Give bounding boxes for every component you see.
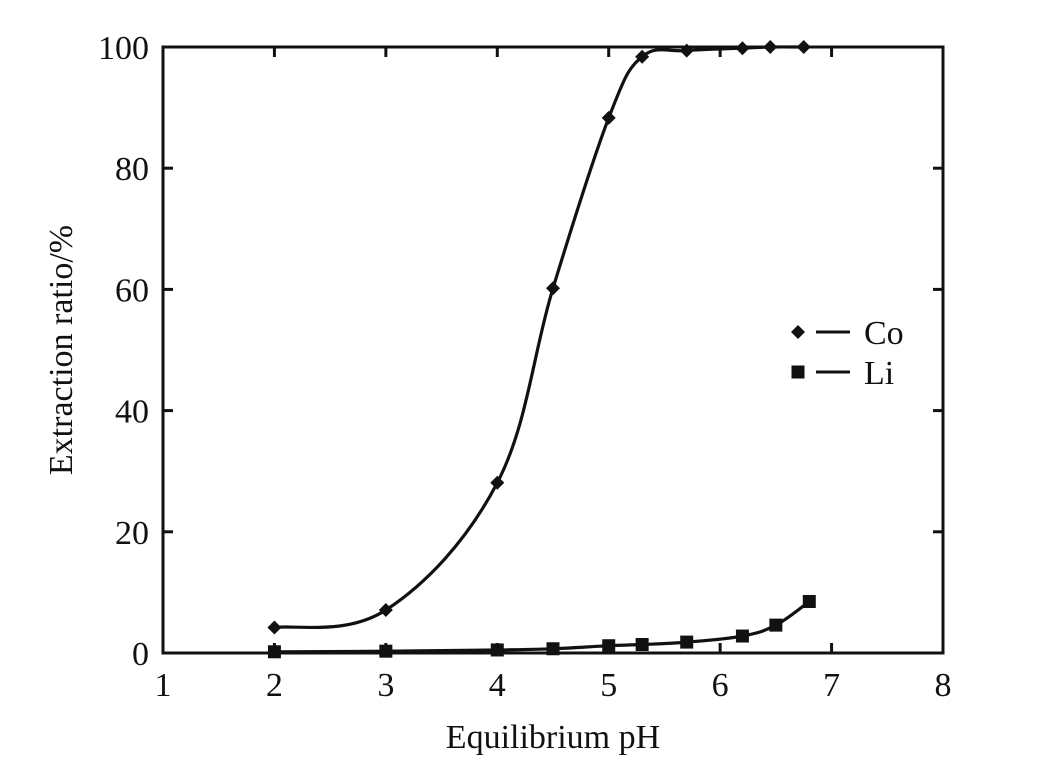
- data-point-co: [378, 602, 393, 617]
- data-point-co: [601, 110, 616, 125]
- data-point-li: [680, 635, 694, 649]
- data-point-co: [490, 475, 505, 490]
- data-point-co: [735, 41, 750, 56]
- x-axis-title: Equilibrium pH: [446, 719, 660, 756]
- x-tick-label: 4: [489, 667, 506, 704]
- data-point-li: [546, 642, 560, 656]
- y-tick-label: 80: [115, 151, 149, 188]
- data-point-co: [635, 49, 650, 64]
- y-tick-label: 0: [132, 636, 149, 673]
- legend-marker-li: [791, 365, 805, 379]
- legend-label-li: Li: [864, 355, 894, 392]
- series-li-line: [272, 599, 811, 654]
- plot-frame-layer: [161, 45, 945, 655]
- x-tick-label: 5: [600, 667, 617, 704]
- legend-item-co: Co: [791, 315, 904, 352]
- series-li: [267, 594, 816, 659]
- series-layer: [267, 40, 816, 659]
- x-tick-label: 7: [823, 667, 840, 704]
- plot-frame: [161, 45, 945, 655]
- data-point-li: [267, 645, 281, 659]
- y-tick-label: 40: [115, 394, 149, 431]
- data-point-li: [635, 638, 649, 652]
- data-point-li: [602, 639, 616, 653]
- data-point-li: [735, 629, 749, 643]
- series-co-line: [272, 45, 806, 630]
- data-point-li: [379, 644, 393, 658]
- y-tick-label: 20: [115, 515, 149, 552]
- data-point-co: [763, 40, 778, 54]
- data-point-co: [796, 40, 811, 54]
- data-point-co: [267, 620, 282, 635]
- legend-item-li: Li: [791, 355, 894, 392]
- x-tick-label: 8: [935, 667, 952, 704]
- x-tick-label: 2: [266, 667, 283, 704]
- data-point-li: [802, 594, 816, 608]
- legend-label-co: Co: [864, 315, 904, 352]
- legend-marker-co: [791, 325, 805, 339]
- data-point-co: [679, 43, 694, 58]
- y-tick-label: 60: [115, 272, 149, 309]
- x-tick-label: 6: [712, 667, 729, 704]
- y-tick-label: 100: [98, 30, 149, 67]
- y-axis-title: Extraction ratio/%: [43, 225, 80, 475]
- x-tick-label: 3: [377, 667, 394, 704]
- data-point-li: [490, 643, 504, 657]
- data-point-co: [546, 281, 560, 296]
- data-point-li: [769, 618, 783, 632]
- series-co: [267, 40, 811, 635]
- x-tick-label: 1: [155, 667, 172, 704]
